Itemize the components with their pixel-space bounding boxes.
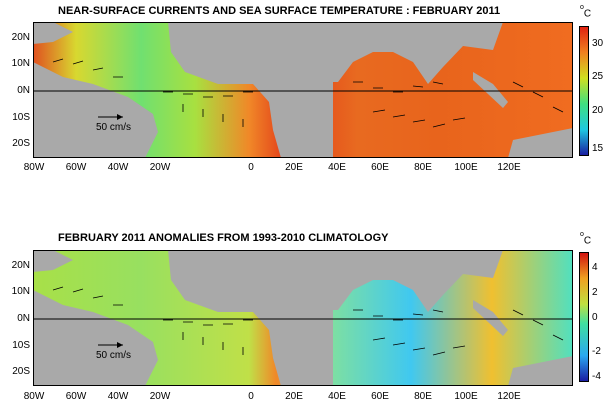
south-america-land-b bbox=[33, 290, 158, 386]
bottom-colorbar-unit: oC bbox=[580, 231, 592, 247]
top-lon-label-80E: 80E bbox=[414, 162, 432, 173]
top-land bbox=[33, 22, 573, 158]
africa-land bbox=[168, 22, 333, 158]
top-lat-label-0N: 0N bbox=[17, 85, 30, 96]
top-lon-label-40W: 40W bbox=[107, 162, 129, 173]
top-lon-label-80W: 80W bbox=[23, 162, 45, 173]
australia-land-b bbox=[508, 356, 573, 386]
bottom-lon-label-40E: 40E bbox=[328, 391, 346, 402]
bottom-lon-label-80E: 80E bbox=[414, 391, 432, 402]
top-lon-label-100E: 100E bbox=[454, 162, 478, 173]
top-reference-arrow-label: 50 cm/s bbox=[96, 122, 132, 133]
top-colorbar-tick-25: 25 bbox=[592, 71, 604, 82]
top-lat-label-10S: 10S bbox=[12, 112, 30, 123]
top-map bbox=[33, 22, 573, 158]
top-lon-label-20E: 20E bbox=[285, 162, 303, 173]
top-colorbar-tick-15: 15 bbox=[592, 143, 604, 154]
bottom-lon-label-120E: 120E bbox=[497, 391, 521, 402]
africa-land-b bbox=[168, 250, 333, 386]
arabia-india-land-b bbox=[333, 250, 503, 312]
bottom-lon-label-100E: 100E bbox=[454, 391, 478, 402]
top-colorbar-tick-30: 30 bbox=[592, 38, 604, 49]
bottom-colorbar-tick-neg4: -4 bbox=[592, 371, 601, 382]
sumatra-land bbox=[473, 72, 508, 108]
bottom-lat-label-0N: 0N bbox=[17, 313, 30, 324]
top-lon-label-40E: 40E bbox=[328, 162, 346, 173]
top-lon-label-120E: 120E bbox=[497, 162, 521, 173]
bottom-map bbox=[33, 250, 573, 386]
top-lon-label-0: 0 bbox=[248, 162, 254, 173]
top-current-arrows bbox=[52, 58, 564, 128]
bottom-lon-label-80W: 80W bbox=[23, 391, 45, 402]
top-colorbar-tick-20: 20 bbox=[592, 105, 604, 116]
bottom-lon-label-60E: 60E bbox=[371, 391, 389, 402]
bottom-reference-arrow-label: 50 cm/s bbox=[96, 350, 132, 361]
top-colorbar-unit: oC bbox=[580, 4, 592, 20]
bottom-lat-label-20S: 20S bbox=[12, 366, 30, 377]
bottom-current-arrows bbox=[52, 286, 564, 356]
top-lat-label-20N: 20N bbox=[11, 32, 30, 43]
bottom-colorbar-tick-4: 4 bbox=[592, 262, 598, 273]
north-america-land bbox=[33, 22, 73, 44]
bottom-colorbar-tick-2: 2 bbox=[592, 287, 598, 298]
top-reference-arrow bbox=[98, 114, 123, 120]
bottom-lon-label-0: 0 bbox=[248, 391, 254, 402]
bottom-panel-title: FEBRUARY 2011 ANOMALIES FROM 1993-2010 C… bbox=[58, 232, 389, 244]
bottom-lat-label-10S: 10S bbox=[12, 340, 30, 351]
bottom-lat-label-10N: 10N bbox=[11, 286, 30, 297]
top-colorbar bbox=[579, 26, 589, 156]
south-america-land bbox=[33, 62, 158, 158]
bottom-land bbox=[33, 250, 573, 386]
bottom-lat-label-20N: 20N bbox=[11, 260, 30, 271]
top-lon-label-60E: 60E bbox=[371, 162, 389, 173]
bottom-lon-label-20E: 20E bbox=[285, 391, 303, 402]
bottom-colorbar-tick-neg2: -2 bbox=[592, 346, 601, 357]
bottom-colorbar bbox=[579, 252, 589, 382]
bottom-lon-label-40W: 40W bbox=[107, 391, 129, 402]
bottom-lon-label-20W: 20W bbox=[149, 391, 171, 402]
australia-land bbox=[508, 128, 573, 158]
top-lat-label-10N: 10N bbox=[11, 58, 30, 69]
bottom-colorbar-tick-0: 0 bbox=[592, 312, 598, 323]
bottom-reference-arrow bbox=[98, 342, 123, 348]
top-lon-label-20W: 20W bbox=[149, 162, 171, 173]
top-lon-label-60W: 60W bbox=[65, 162, 87, 173]
north-america-land-b bbox=[33, 250, 73, 272]
sumatra-land-b bbox=[473, 300, 508, 336]
top-lat-label-20S: 20S bbox=[12, 138, 30, 149]
bottom-lon-label-60W: 60W bbox=[65, 391, 87, 402]
top-panel-title: NEAR-SURFACE CURRENTS AND SEA SURFACE TE… bbox=[58, 5, 501, 17]
arabia-india-land bbox=[333, 22, 503, 84]
